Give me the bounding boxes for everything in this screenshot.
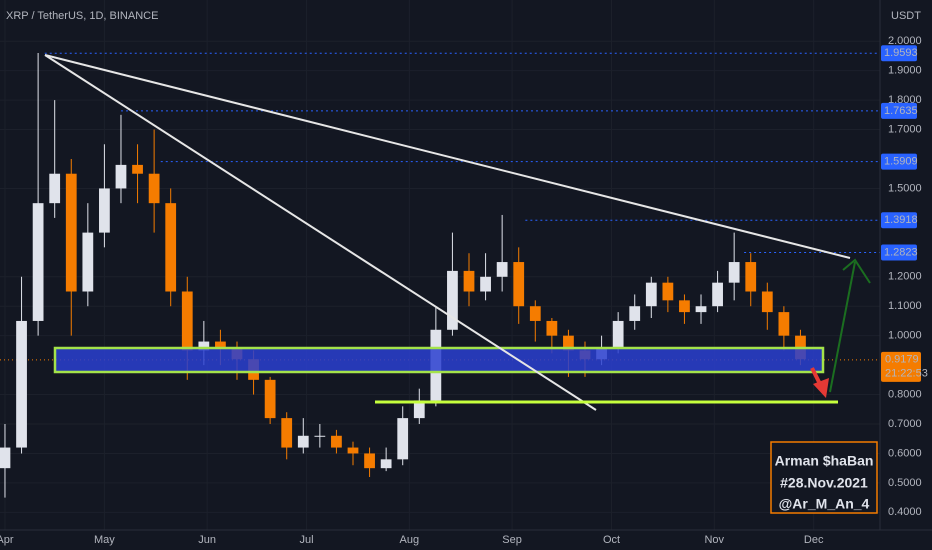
- price-level-tag: [881, 212, 917, 229]
- y-tick-label: 1.1000: [888, 300, 922, 312]
- candle-body: [0, 447, 11, 469]
- support-zone: [53, 346, 825, 374]
- candle-body: [413, 400, 425, 419]
- price-level-label: 1.2823: [884, 246, 918, 258]
- candle-body: [297, 435, 309, 448]
- price-level-tag: [881, 102, 917, 119]
- price-level-label: 1.3918: [884, 214, 918, 226]
- unit-label: USDT: [891, 10, 921, 22]
- trendline: [44, 54, 597, 411]
- candle-body: [612, 320, 624, 348]
- x-tick-label: Aug: [400, 534, 420, 546]
- candle-body: [513, 262, 525, 307]
- candle-body: [679, 300, 690, 313]
- y-tick-label: 0.7000: [888, 418, 922, 430]
- x-tick-label: Apr: [0, 534, 14, 546]
- countdown: 21:22:53: [885, 368, 928, 380]
- candle-body: [99, 188, 110, 233]
- annotation: Arman $haBan: [775, 453, 874, 469]
- candle-body: [712, 282, 723, 307]
- y-tick-label: 1.0000: [888, 330, 922, 342]
- candle-body: [563, 335, 574, 351]
- candle-body: [629, 306, 641, 321]
- y-tick-label: 1.7000: [888, 123, 922, 135]
- price-level-label: 1.9593: [884, 47, 918, 59]
- arrow-up: [829, 261, 856, 393]
- candle-body: [745, 262, 757, 292]
- candle-body: [331, 435, 342, 448]
- candle-body: [645, 282, 657, 307]
- chart-title: XRP / TetherUS, 1D, BINANCE: [6, 10, 158, 22]
- candle-body: [364, 453, 375, 469]
- candle-body: [380, 459, 392, 469]
- candle-body: [546, 320, 558, 336]
- price-level-label: 1.7635: [884, 105, 918, 117]
- y-tick-label: 0.8000: [888, 388, 922, 400]
- candle-body: [529, 306, 541, 321]
- trendline: [44, 54, 851, 259]
- x-tick-label: May: [94, 534, 115, 546]
- y-tick-label: 1.2000: [888, 271, 922, 283]
- x-tick-label: Oct: [603, 534, 620, 546]
- annotation: @Ar_M_An_4: [779, 496, 870, 512]
- candle-body: [662, 282, 674, 301]
- candle-body: [778, 312, 790, 336]
- y-tick-label: 2.0000: [888, 35, 922, 47]
- x-tick-label: Dec: [804, 534, 824, 546]
- candle-body: [728, 262, 740, 283]
- candle-body: [695, 306, 707, 313]
- y-tick-label: 0.4000: [888, 506, 922, 518]
- candle-body: [761, 291, 773, 313]
- annotation: #28.Nov.2021: [780, 475, 868, 491]
- last-price-label: 0.9179: [885, 354, 919, 366]
- x-tick-label: Jul: [300, 534, 314, 546]
- candle-body: [264, 379, 276, 419]
- x-tick-label: Jun: [198, 534, 216, 546]
- candle-body: [215, 341, 226, 348]
- candle-body: [397, 418, 409, 460]
- candle-body: [32, 203, 44, 321]
- candle-body: [480, 276, 491, 292]
- x-tick-label: Sep: [502, 534, 522, 546]
- candle-body: [447, 270, 458, 330]
- candle-body: [181, 291, 193, 351]
- candle-body: [82, 232, 94, 292]
- candle-body: [115, 164, 127, 189]
- axis: 2.00001.90001.80001.70001.50001.20001.10…: [0, 35, 928, 546]
- arrow-head: [842, 258, 871, 284]
- candles: [0, 53, 806, 498]
- candle-body: [165, 203, 177, 292]
- price-level-tag: [881, 244, 917, 261]
- price-level-tag: [881, 45, 917, 62]
- price-level-tag: [881, 153, 917, 170]
- last-price-tag: [881, 351, 921, 382]
- candle-body: [16, 320, 27, 448]
- candle-body: [496, 262, 508, 277]
- candle-body: [347, 447, 359, 454]
- candle-body: [281, 418, 293, 448]
- candle-body: [314, 435, 326, 437]
- y-tick-label: 1.9000: [888, 65, 922, 77]
- price-level-label: 1.5909: [884, 156, 918, 168]
- grid: [0, 0, 880, 530]
- y-tick-label: 1.5000: [888, 182, 922, 194]
- candle-body: [132, 164, 143, 174]
- candle-body: [49, 173, 61, 204]
- candle-body: [198, 341, 210, 351]
- candle-body: [65, 173, 77, 292]
- annotation-box: [770, 441, 878, 514]
- y-tick-label: 0.6000: [888, 447, 922, 459]
- candle-body: [148, 173, 160, 204]
- candle-body: [463, 270, 475, 292]
- arrow-head: [813, 378, 829, 398]
- y-tick-label: 0.5000: [888, 477, 922, 489]
- x-tick-label: Nov: [704, 534, 724, 546]
